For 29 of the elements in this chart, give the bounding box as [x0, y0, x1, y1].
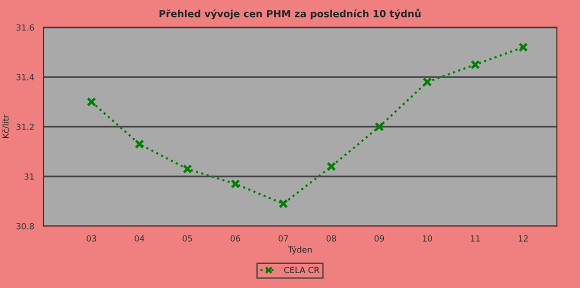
point	[374, 122, 384, 132]
x-tick-label: 12	[518, 235, 528, 242]
point	[518, 42, 528, 52]
x-axis-title: Týden	[288, 246, 312, 254]
point	[134, 139, 144, 149]
y-tick-label: 31.4	[16, 74, 34, 80]
point	[230, 179, 240, 189]
x-tick-label: 08	[326, 235, 336, 242]
x-tick-label: 04	[134, 235, 144, 242]
y-axis-title: Kč/litr	[2, 114, 10, 138]
point	[422, 77, 432, 87]
point	[470, 60, 480, 70]
chart-title: Přehled vývoje cen PHM za posledních 10 týdnů	[160, 8, 420, 20]
y-tick-label: 30.8	[16, 223, 34, 230]
x-tick-label: 03	[86, 235, 96, 242]
y-tick-label: 31.2	[16, 124, 34, 130]
legend-label: CELA CR	[284, 266, 320, 274]
x-tick-label: 06	[230, 235, 240, 242]
point	[182, 164, 192, 174]
x-tick-label: 09	[374, 235, 384, 242]
x-tick-label: 05	[182, 235, 192, 242]
point	[278, 199, 288, 208]
x-tick-label: 07	[278, 235, 288, 242]
x-tick-label: 11	[470, 235, 480, 242]
point	[86, 97, 96, 107]
point	[326, 162, 336, 172]
x-tick-label: 10	[422, 235, 432, 242]
y-tick-label: 31.6	[16, 24, 34, 31]
y-tick-label: 31	[24, 173, 34, 180]
